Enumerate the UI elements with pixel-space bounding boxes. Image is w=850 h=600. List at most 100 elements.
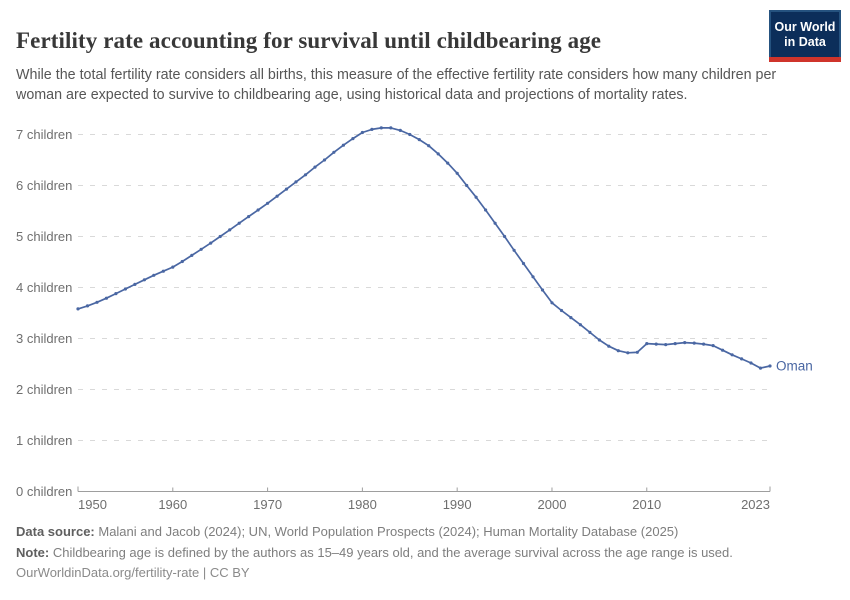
data-point bbox=[389, 126, 393, 130]
data-point bbox=[218, 234, 222, 239]
chart-area: 0 children 1 children 2 children 3 children… bbox=[0, 115, 850, 520]
data-point bbox=[616, 349, 620, 353]
data-point bbox=[626, 351, 630, 355]
data-point bbox=[521, 261, 526, 266]
data-point bbox=[446, 161, 450, 165]
owid-logo[interactable]: Our World in Data bbox=[769, 10, 841, 62]
x-tick-label: 2000 bbox=[538, 497, 567, 512]
chart-footer: Data source: Malani and Jacob (2024); UN… bbox=[16, 522, 826, 584]
data-point bbox=[436, 152, 440, 156]
data-point bbox=[683, 341, 687, 345]
fertility-line-oman[interactable] bbox=[77, 127, 771, 369]
data-point bbox=[664, 343, 668, 347]
y-tick-label: 4 children bbox=[16, 280, 72, 295]
data-point bbox=[493, 221, 497, 225]
data-point bbox=[247, 215, 251, 219]
data-point bbox=[284, 187, 289, 191]
data-point bbox=[711, 344, 715, 348]
data-point bbox=[133, 282, 137, 286]
data-point bbox=[322, 158, 327, 162]
data-point bbox=[313, 165, 317, 169]
y-tick-label: 0 children bbox=[16, 484, 72, 499]
data-point bbox=[540, 288, 545, 292]
owid-logo-line1: Our World bbox=[774, 19, 836, 34]
data-point bbox=[417, 138, 421, 142]
y-tick-label: 3 children bbox=[16, 331, 72, 346]
data-point bbox=[161, 269, 165, 273]
data-point bbox=[512, 248, 516, 252]
data-point bbox=[702, 342, 706, 346]
data-point bbox=[237, 221, 241, 225]
data-point bbox=[768, 364, 772, 368]
owid-logo-line2: in Data bbox=[784, 34, 826, 49]
data-point bbox=[303, 173, 308, 177]
data-point bbox=[370, 127, 374, 131]
data-point bbox=[550, 301, 554, 305]
data-point bbox=[474, 195, 478, 199]
data-source-text: Malani and Jacob (2024); UN, World Popul… bbox=[94, 524, 679, 539]
data-point bbox=[209, 241, 213, 245]
data-point bbox=[76, 307, 80, 311]
data-point bbox=[503, 234, 507, 239]
data-point bbox=[360, 130, 364, 135]
y-tick-label: 6 children bbox=[16, 178, 72, 193]
data-point bbox=[171, 265, 175, 269]
data-point bbox=[266, 201, 270, 205]
x-tick-label: 1970 bbox=[253, 497, 282, 512]
y-tick-label: 1 children bbox=[16, 433, 72, 448]
data-source-label: Data source: bbox=[16, 524, 95, 539]
data-point bbox=[597, 338, 602, 342]
data-point bbox=[256, 208, 260, 212]
data-point bbox=[379, 126, 383, 130]
data-point bbox=[455, 171, 459, 175]
data-point bbox=[294, 180, 298, 184]
chart-subtitle: While the total fertility rate considers… bbox=[16, 67, 777, 103]
data-point bbox=[95, 300, 99, 304]
y-tick-label: 5 children bbox=[16, 229, 72, 244]
data-point bbox=[408, 132, 412, 137]
data-point bbox=[85, 304, 90, 308]
data-source-line: Data source: Malani and Jacob (2024); UN… bbox=[16, 522, 826, 543]
data-point bbox=[721, 348, 725, 352]
data-point bbox=[654, 342, 658, 346]
y-tick-label: 7 children bbox=[16, 127, 72, 142]
data-point bbox=[569, 316, 573, 320]
data-point bbox=[275, 194, 279, 198]
x-tick-label: 1980 bbox=[348, 497, 377, 512]
data-point bbox=[427, 144, 431, 148]
data-point bbox=[730, 353, 734, 357]
data-point bbox=[465, 183, 469, 188]
data-point bbox=[673, 342, 677, 346]
data-point bbox=[635, 350, 639, 354]
data-point bbox=[398, 128, 402, 132]
data-point bbox=[607, 344, 611, 348]
data-point bbox=[588, 330, 592, 334]
series-label-oman[interactable]: Oman bbox=[776, 359, 813, 374]
y-tick-label: 2 children bbox=[16, 382, 72, 397]
owid-logo-red-bar bbox=[769, 57, 841, 62]
data-point bbox=[142, 278, 146, 282]
data-point bbox=[531, 275, 535, 279]
page-title: Fertility rate accounting for survival u… bbox=[16, 28, 602, 54]
data-point bbox=[692, 341, 696, 345]
x-tick-label: 1960 bbox=[158, 497, 187, 512]
x-tick-label: 2010 bbox=[632, 497, 661, 512]
note-label: Note: bbox=[16, 544, 50, 560]
data-point bbox=[152, 273, 156, 277]
data-point bbox=[484, 208, 488, 212]
license-line[interactable]: OurWorldinData.org/fertility-rate | CC B… bbox=[16, 565, 250, 580]
x-tick-label: 2023 bbox=[741, 497, 770, 512]
data-point bbox=[199, 247, 203, 251]
data-point bbox=[104, 296, 108, 300]
data-point bbox=[351, 137, 355, 141]
data-point bbox=[758, 366, 763, 370]
data-point bbox=[341, 143, 345, 147]
data-point bbox=[740, 357, 744, 361]
data-point bbox=[190, 253, 194, 257]
data-point bbox=[228, 228, 232, 232]
chart-canvas[interactable]: 0 children 1 children 2 children 3 children… bbox=[0, 115, 850, 520]
x-tick-label: 1950 bbox=[78, 497, 107, 512]
x-tick-label: 1990 bbox=[443, 497, 472, 512]
note-text: Childbearing age is defined by the autho… bbox=[49, 544, 733, 560]
data-point bbox=[559, 308, 564, 313]
